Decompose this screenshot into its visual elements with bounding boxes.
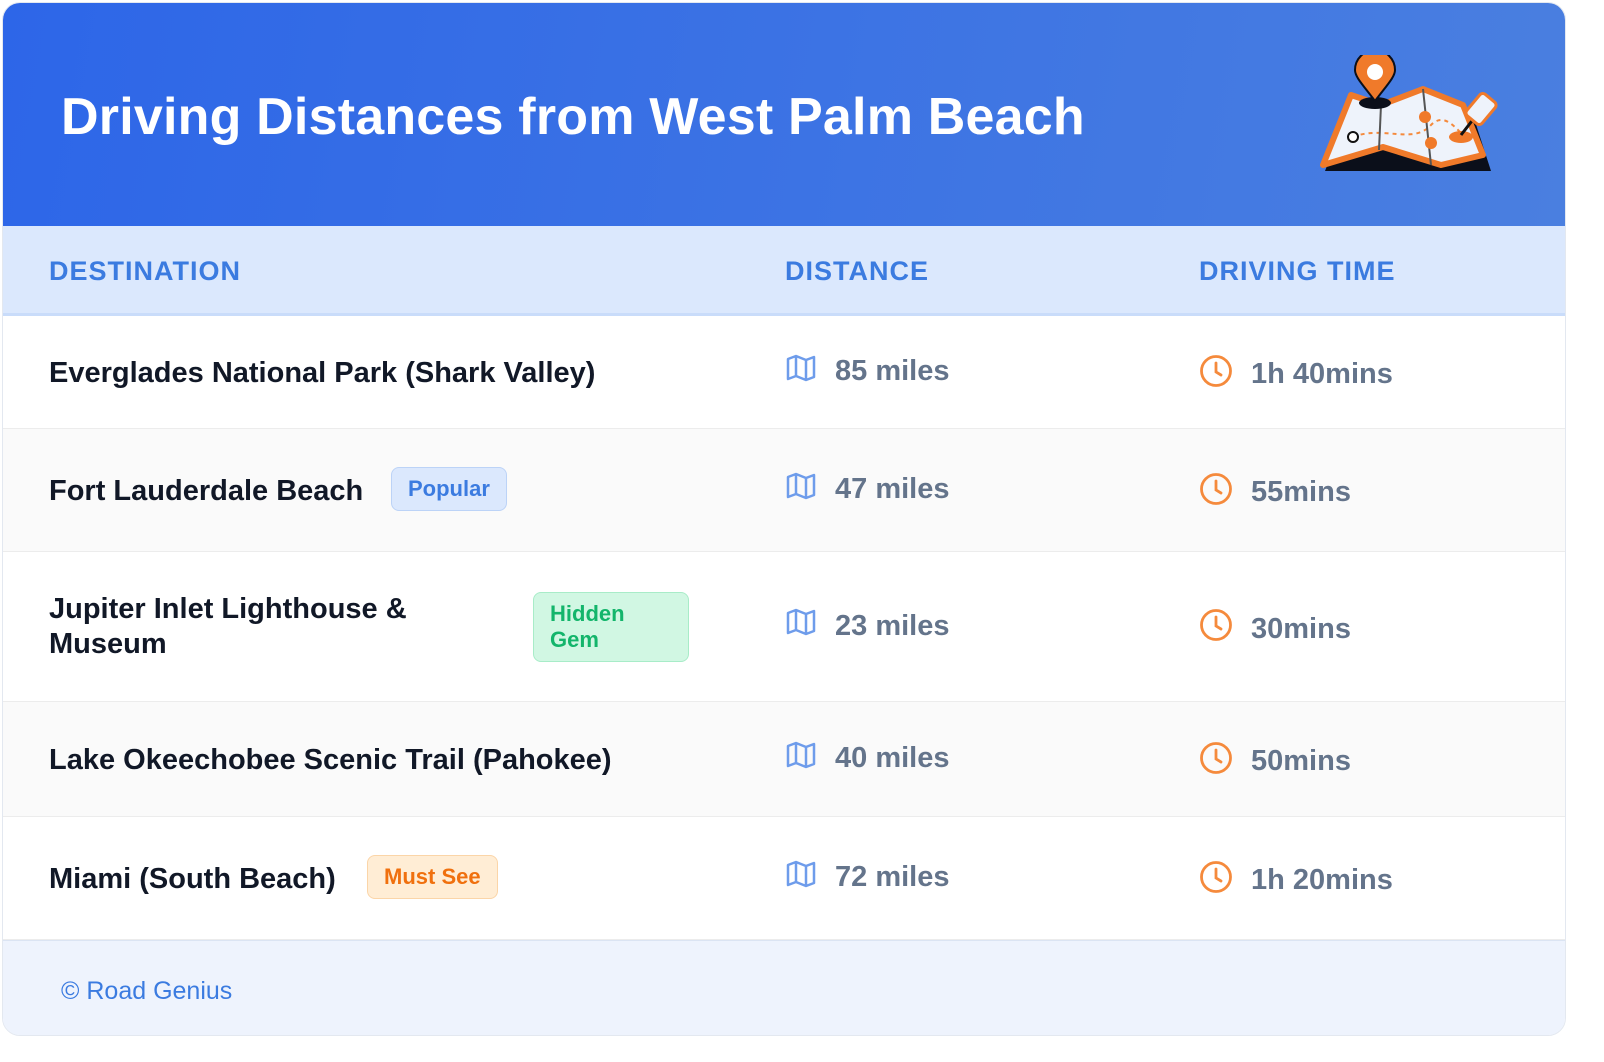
footer: © Road Genius bbox=[3, 940, 1565, 1035]
table-row: Jupiter Inlet Lighthouse & Museum Hidden … bbox=[3, 552, 1565, 702]
driving-time-value: 55mins bbox=[1251, 476, 1351, 508]
distance-value: 40 miles bbox=[835, 742, 950, 774]
destination-name: Lake Okeechobee Scenic Trail (Pahokee) bbox=[49, 743, 612, 776]
distance-value: 85 miles bbox=[835, 355, 950, 387]
destination-name: Miami (South Beach) bbox=[49, 862, 336, 895]
driving-time-value: 30mins bbox=[1251, 612, 1351, 645]
driving-time-value: 1h 40mins bbox=[1251, 358, 1393, 390]
destination-name: Fort Lauderdale Beach bbox=[49, 474, 364, 507]
distance-value: 23 miles bbox=[835, 609, 950, 642]
column-header-driving-time: DRIVING TIME bbox=[1199, 256, 1396, 286]
clock-icon bbox=[1199, 860, 1233, 902]
table-header: DESTINATION DISTANCE DRIVING TIME bbox=[3, 226, 1565, 316]
column-header-distance: DISTANCE bbox=[785, 256, 930, 286]
copyright-text: © Road Genius bbox=[61, 977, 233, 1005]
column-header-destination: DESTINATION bbox=[49, 256, 241, 286]
clock-icon bbox=[1199, 472, 1233, 514]
driving-time-value: 1h 20mins bbox=[1251, 864, 1393, 896]
table-row: Lake Okeechobee Scenic Trail (Pahokee) 40… bbox=[3, 702, 1565, 817]
folded-map-with-pins-icon bbox=[1320, 55, 1498, 171]
status-badge: Popular bbox=[391, 466, 507, 511]
distance-value: 47 miles bbox=[835, 473, 950, 505]
table-row: Fort Lauderdale Beach Popular 47 miles 55mi… bbox=[3, 429, 1565, 552]
clock-icon bbox=[1199, 354, 1233, 396]
page-title: Driving Distances from West Palm Beach bbox=[61, 88, 1085, 146]
destination-name: Jupiter Inlet Lighthouse & Museum bbox=[49, 593, 407, 660]
clock-icon bbox=[1199, 608, 1233, 650]
table-row: Everglades National Park (Shark Valley) 8… bbox=[3, 316, 1565, 429]
clock-icon bbox=[1199, 741, 1233, 783]
status-badge: Hidden Gem bbox=[533, 592, 689, 662]
header: Driving Distances from West Palm Beach bbox=[3, 3, 1565, 226]
distance-card: Driving Distances from West Palm Beach D… bbox=[2, 2, 1566, 1036]
map-icon bbox=[785, 608, 817, 644]
driving-time-value: 50mins bbox=[1251, 745, 1351, 777]
map-icon bbox=[785, 860, 817, 896]
distance-value: 72 miles bbox=[835, 861, 950, 893]
table-row: Miami (South Beach) Must See 72 miles 1h 20… bbox=[3, 817, 1565, 940]
status-badge: Must See bbox=[367, 854, 498, 899]
map-icon bbox=[785, 741, 817, 777]
map-icon bbox=[785, 472, 817, 508]
destination-name: Everglades National Park (Shark Valley) bbox=[49, 356, 596, 389]
map-icon bbox=[785, 354, 817, 390]
